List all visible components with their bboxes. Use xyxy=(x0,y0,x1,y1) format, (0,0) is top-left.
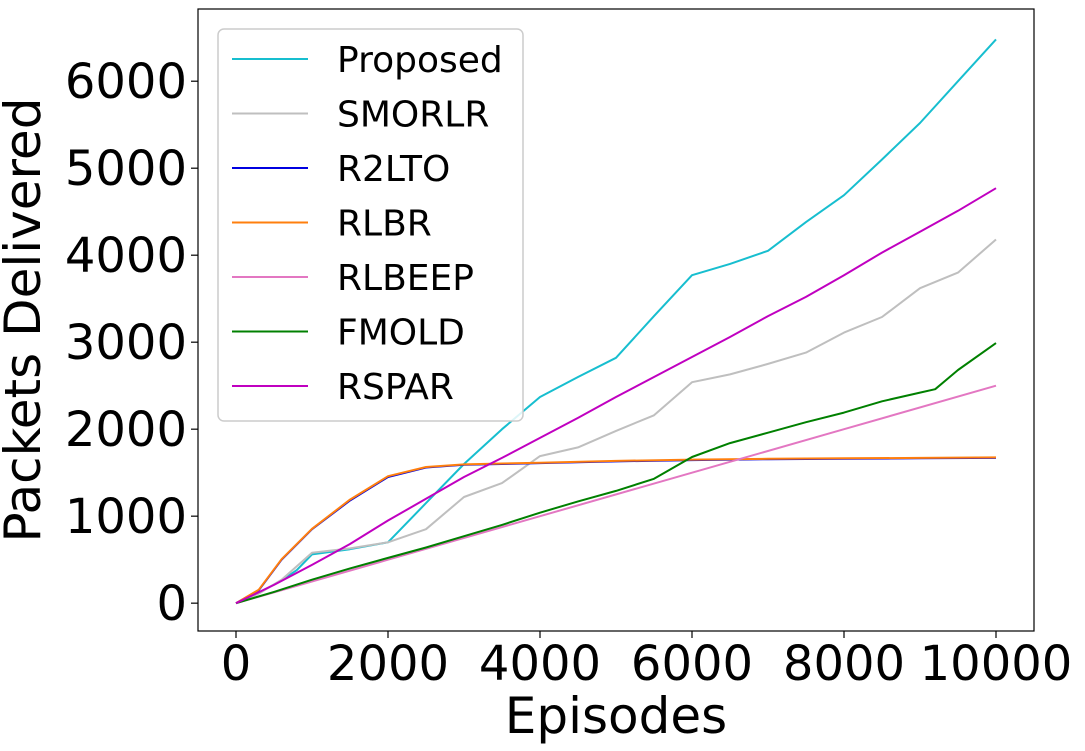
x-tick-label: 8000 xyxy=(783,636,905,692)
legend-label-rspar: RSPAR xyxy=(337,367,454,408)
series-layer xyxy=(235,38,997,605)
legend-box xyxy=(217,28,524,422)
legend-label-fmold: FMOLD xyxy=(337,313,465,354)
series-line-proposed xyxy=(235,38,997,605)
x-axis-ticks: 0 2000 4000 6000 8000 10000 xyxy=(221,631,1073,692)
series-line-rspar xyxy=(235,187,997,605)
y-tick-label: 3000 xyxy=(65,315,187,371)
y-tick-label: 2000 xyxy=(65,402,187,458)
x-tick-label: 6000 xyxy=(631,636,753,692)
series-line-smorlr xyxy=(235,238,997,605)
x-tick-label: 4000 xyxy=(479,636,601,692)
y-axis-ticks: 0 1000 2000 3000 4000 5000 6000 xyxy=(65,54,198,632)
legend-label-proposed: Proposed xyxy=(337,40,503,81)
x-tick-label: 2000 xyxy=(327,636,449,692)
y-tick-label: 5000 xyxy=(65,141,187,197)
y-tick-label: 0 xyxy=(156,576,187,632)
x-tick-label: 0 xyxy=(221,636,252,692)
y-tick-label: 6000 xyxy=(65,54,187,110)
y-tick-label: 4000 xyxy=(65,228,187,284)
legend: Proposed SMORLR R2LTO RLBR RLBEEP FMOLD RSPAR xyxy=(217,28,524,422)
legend-label-smorlr: SMORLR xyxy=(337,95,489,136)
plot-frame xyxy=(197,8,1035,632)
legend-label-rlbr: RLBR xyxy=(337,204,432,245)
series-line-fmold xyxy=(235,342,997,605)
x-tick-label: 10000 xyxy=(920,636,1073,692)
legend-label-rlbeep: RLBEEP xyxy=(337,258,474,299)
series-line-rlbeep xyxy=(235,384,997,605)
series-line-rlbr xyxy=(235,456,997,605)
legend-label-r2lto: R2LTO xyxy=(337,149,450,190)
y-tick-label: 1000 xyxy=(65,489,187,545)
x-axis-label: Episodes xyxy=(505,687,727,745)
y-axis-label: Packets Delivered xyxy=(0,98,52,543)
